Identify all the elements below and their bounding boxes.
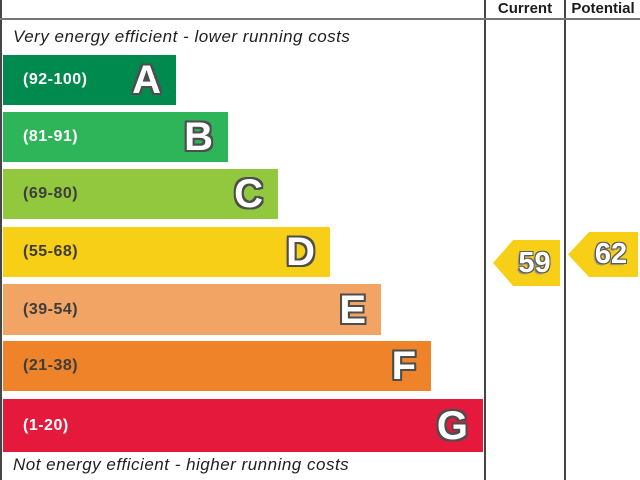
potential-rating-arrow-icon: 62 [568, 232, 638, 277]
band-row-f: (21-38) F [3, 341, 431, 391]
band-row-g: (1-20) G [3, 399, 483, 452]
band-range-label: (39-54) [23, 300, 79, 318]
band-letter: A [132, 58, 161, 102]
band-letter: F [391, 344, 416, 388]
band-letter: G [436, 403, 468, 448]
band-range-label: (55-68) [23, 243, 79, 260]
current-rating-value: 59 [518, 246, 551, 279]
band-range-label: (92-100) [23, 71, 88, 88]
potential-column-header: Potential [571, 0, 635, 17]
band-row-b: (81-91) B [3, 112, 228, 162]
current-column-divider [484, 0, 486, 480]
current-rating-arrow-icon: 59 [493, 240, 560, 286]
band-row-d: (55-68) D [3, 227, 330, 277]
band-range-label: (81-91) [23, 128, 79, 145]
band-range-label: (69-80) [23, 185, 79, 202]
band-row-a: (92-100) A [3, 55, 176, 105]
chart-left-border [0, 0, 2, 480]
band-letter: E [339, 287, 366, 332]
band-row-c: (69-80) C [3, 169, 278, 219]
potential-rating-value: 62 [594, 238, 628, 270]
band-letter: D [286, 230, 315, 274]
band-letter: C [234, 172, 263, 216]
potential-column-divider [564, 0, 566, 480]
header-divider-line [0, 18, 640, 20]
current-column-header: Current [497, 0, 553, 17]
band-range-label: (21-38) [23, 357, 79, 374]
top-caption: Very energy efficient - lower running co… [13, 27, 351, 46]
band-letter: B [184, 115, 213, 159]
band-range-label: (1-20) [23, 416, 69, 434]
bottom-caption: Not energy efficient - higher running co… [13, 455, 350, 474]
band-row-e: (39-54) E [3, 284, 381, 335]
